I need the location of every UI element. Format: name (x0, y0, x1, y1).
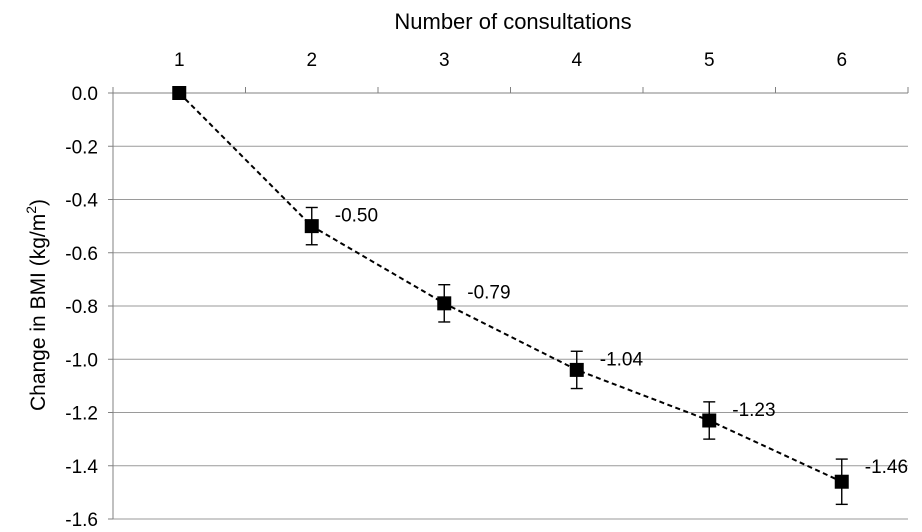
gridlines (113, 145, 908, 520)
data-point-marker (304, 219, 319, 234)
y-axis-title: Change in BMI (kg/m2) (23, 199, 50, 411)
y-axis-title-main: Change in BMI (kg/m (27, 214, 50, 411)
y-tick-label: 0.0 (72, 84, 98, 105)
y-axis-title-superscript: 2 (23, 206, 39, 214)
x-tick-label: 6 (836, 50, 847, 71)
y-tick-label: -1.4 (65, 457, 98, 478)
y-axis-title-suffix: ) (27, 199, 50, 206)
x-tick-label: 5 (704, 50, 715, 71)
x-tick-label: 3 (439, 50, 450, 71)
y-tick-label: -1.6 (65, 510, 98, 531)
data-label: -1.46 (865, 457, 908, 478)
data-point-marker (172, 86, 187, 100)
y-tick-label: -0.8 (65, 297, 98, 318)
data-point-marker (702, 413, 717, 428)
data-label: -0.79 (467, 283, 510, 304)
data-point-marker (569, 362, 584, 377)
y-tick-label: -0.4 (65, 191, 98, 212)
x-tick-label: 1 (174, 50, 185, 71)
data-point-marker (834, 474, 849, 489)
x-tick-labels: 1 2 3 4 5 6 (174, 50, 847, 71)
y-tick-label: -1.0 (65, 350, 98, 371)
data-label: -0.50 (335, 205, 378, 226)
y-tick-label: -1.2 (65, 404, 98, 425)
x-axis-title: Number of consultations (394, 9, 631, 34)
data-point-marker (437, 296, 452, 311)
x-tick-label: 2 (306, 50, 317, 71)
series-line (178, 92, 843, 483)
data-label: -1.23 (732, 400, 775, 421)
data-label: -1.04 (600, 349, 644, 370)
x-tick-label: 4 (571, 50, 582, 71)
y-tick-label: -0.6 (65, 244, 98, 265)
y-tick-label: -0.2 (65, 137, 98, 158)
y-tick-labels: 0.0 -0.2 -0.4 -0.6 -0.8 -1.0 -1.2 -1.4 -1.6 (65, 84, 98, 531)
data-labels: -0.50 -0.79 -1.04 -1.23 -1.46 (335, 205, 908, 478)
series (172, 86, 849, 506)
axes (108, 87, 909, 520)
